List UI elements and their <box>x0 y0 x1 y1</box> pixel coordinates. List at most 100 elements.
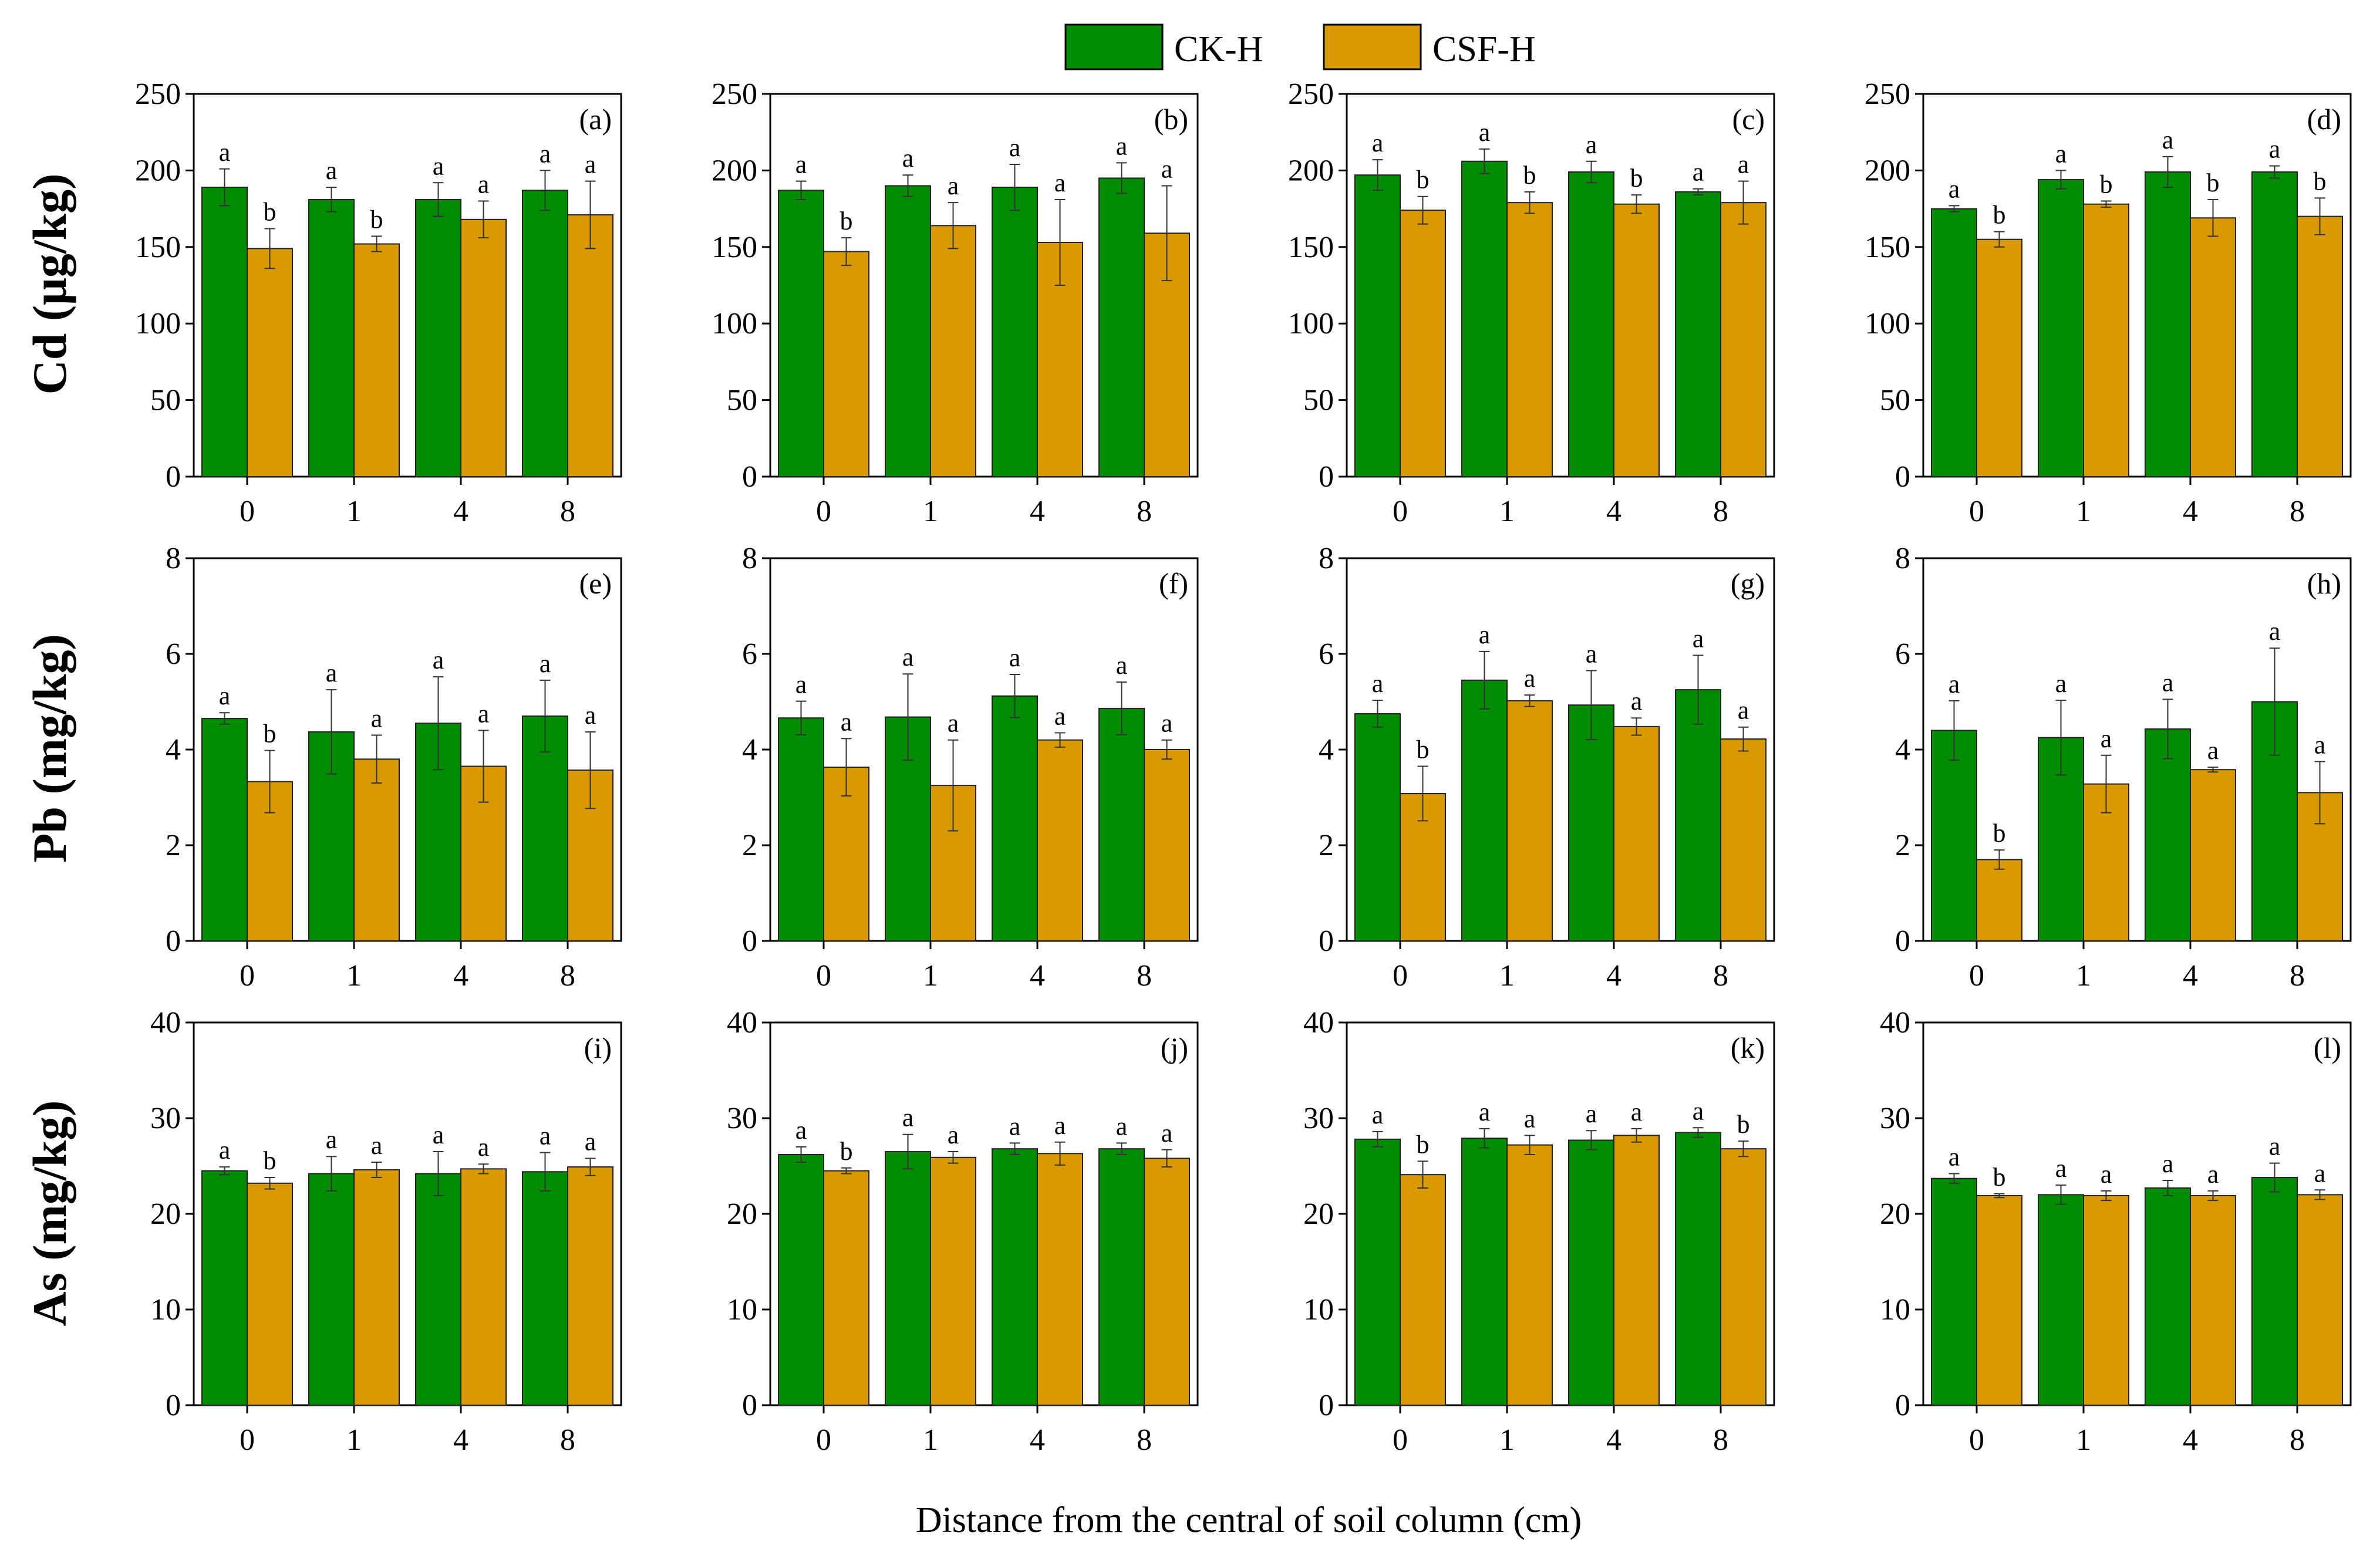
bar-csf-h <box>247 248 293 477</box>
significance-letter: b <box>1417 1130 1430 1159</box>
significance-letter: a <box>1738 150 1749 179</box>
significance-letter: a <box>1161 709 1173 738</box>
legend-label-ck-h: CK-H <box>1174 29 1263 69</box>
significance-letter: a <box>902 144 914 173</box>
bar-ck-h <box>778 1153 824 1406</box>
y-tick-label: 200 <box>1288 154 1334 187</box>
significance-letter: a <box>326 659 338 687</box>
bar-ck-h <box>2145 171 2191 477</box>
significance-letter: a <box>1693 1096 1704 1125</box>
significance-letter: b <box>264 720 277 748</box>
x-tick-label: 0 <box>1393 1423 1408 1457</box>
x-tick-label: 8 <box>1713 959 1728 993</box>
y-tick-label: 0 <box>1319 1389 1334 1422</box>
bar-ck-h <box>2145 1187 2191 1406</box>
panel-label: (a) <box>579 103 612 136</box>
significance-letter: a <box>540 1122 551 1150</box>
x-tick-label: 1 <box>2076 495 2091 528</box>
bar-ck-h <box>992 695 1038 941</box>
significance-letter: a <box>1631 1098 1643 1126</box>
significance-letter: a <box>1116 651 1128 680</box>
bar-ck-h <box>522 1171 568 1406</box>
significance-letter: b <box>1630 164 1643 193</box>
y-tick-label: 2 <box>1319 829 1334 862</box>
chart-panel-d: 0 50 100 150 200 250 0 1 4 8 a a a a b b b b (d) <box>1865 77 2352 528</box>
y-tick-label: 30 <box>150 1102 181 1135</box>
x-tick-label: 0 <box>1969 959 1984 993</box>
y-tick-label: 6 <box>1895 637 1910 671</box>
y-tick-label: 250 <box>1288 77 1334 111</box>
bar-ck-h <box>522 715 568 941</box>
bar-csf-h <box>1037 1153 1083 1406</box>
bar-csf-h <box>353 758 400 942</box>
significance-letter: a <box>2162 1149 2174 1178</box>
significance-letter: a <box>902 643 914 671</box>
x-tick-label: 8 <box>1137 1423 1152 1457</box>
bar-ck-h <box>1568 1139 1614 1406</box>
significance-letter: a <box>948 171 959 200</box>
bar-ck-h <box>2038 1194 2084 1406</box>
significance-letter: a <box>795 1116 807 1145</box>
row-label-cd: Cd (μg/kg) <box>23 174 76 395</box>
significance-letter: a <box>1693 624 1704 653</box>
significance-letter: a <box>1586 130 1597 159</box>
bar-csf-h <box>2297 1194 2343 1406</box>
y-tick-label: 20 <box>150 1197 181 1231</box>
panel-label: (i) <box>584 1031 612 1064</box>
significance-letter: a <box>1054 168 1066 197</box>
y-tick-label: 0 <box>742 460 757 494</box>
significance-letter: a <box>902 1103 914 1132</box>
bar-ck-h <box>1675 1132 1721 1406</box>
significance-letter: a <box>433 151 444 180</box>
bar-csf-h <box>1144 1157 1190 1406</box>
x-tick-label: 4 <box>453 959 468 993</box>
bar-csf-h <box>2297 215 2343 477</box>
x-tick-label: 0 <box>240 959 255 993</box>
bar-csf-h <box>567 1166 613 1406</box>
x-tick-label: 1 <box>1499 495 1515 528</box>
significance-letter: b <box>1993 1163 2006 1192</box>
bar-csf-h <box>1144 749 1190 941</box>
significance-letter: a <box>1479 118 1491 147</box>
y-tick-label: 50 <box>1303 384 1334 417</box>
y-tick-label: 4 <box>166 733 181 767</box>
y-tick-label: 4 <box>1319 733 1334 767</box>
significance-letter: b <box>264 198 277 227</box>
bar-ck-h <box>415 198 461 477</box>
x-tick-label: 8 <box>560 959 575 993</box>
bar-ck-h <box>2251 171 2298 477</box>
significance-letter: a <box>540 649 551 678</box>
bar-csf-h <box>1720 738 1767 941</box>
bar-csf-h <box>1613 203 1660 477</box>
y-tick-label: 8 <box>1895 542 1910 575</box>
significance-letter: a <box>1524 664 1536 693</box>
significance-letter: a <box>478 1133 490 1162</box>
plot-frame <box>1922 93 2352 478</box>
significance-letter: a <box>1738 696 1749 725</box>
bar-csf-h <box>1976 859 2022 941</box>
bar-ck-h <box>778 717 824 941</box>
significance-letter: a <box>2101 724 2112 753</box>
bar-ck-h <box>1568 171 1614 477</box>
panel-label: (f) <box>1159 567 1188 600</box>
y-tick-label: 40 <box>727 1006 757 1040</box>
bar-csf-h <box>2190 1195 2236 1406</box>
bar-ck-h <box>201 187 248 477</box>
significance-letter: a <box>1949 1143 1960 1172</box>
significance-letter: a <box>1116 1112 1128 1140</box>
panel-label: (j) <box>1161 1031 1188 1064</box>
significance-letter: a <box>1693 158 1704 187</box>
significance-letter: a <box>948 1121 959 1149</box>
bar-csf-h <box>1613 1135 1660 1406</box>
y-tick-label: 10 <box>150 1293 181 1327</box>
significance-letter: a <box>478 699 490 728</box>
panel-label: (k) <box>1731 1031 1765 1064</box>
x-tick-label: 8 <box>1137 959 1152 993</box>
x-tick-label: 4 <box>2183 959 2198 993</box>
y-tick-label: 0 <box>1895 924 1910 958</box>
significance-letter: a <box>1524 1104 1536 1133</box>
bar-csf-h <box>353 1169 400 1406</box>
significance-letter: a <box>1372 669 1384 698</box>
significance-letter: a <box>2162 126 2174 154</box>
bar-csf-h <box>1720 202 1767 477</box>
